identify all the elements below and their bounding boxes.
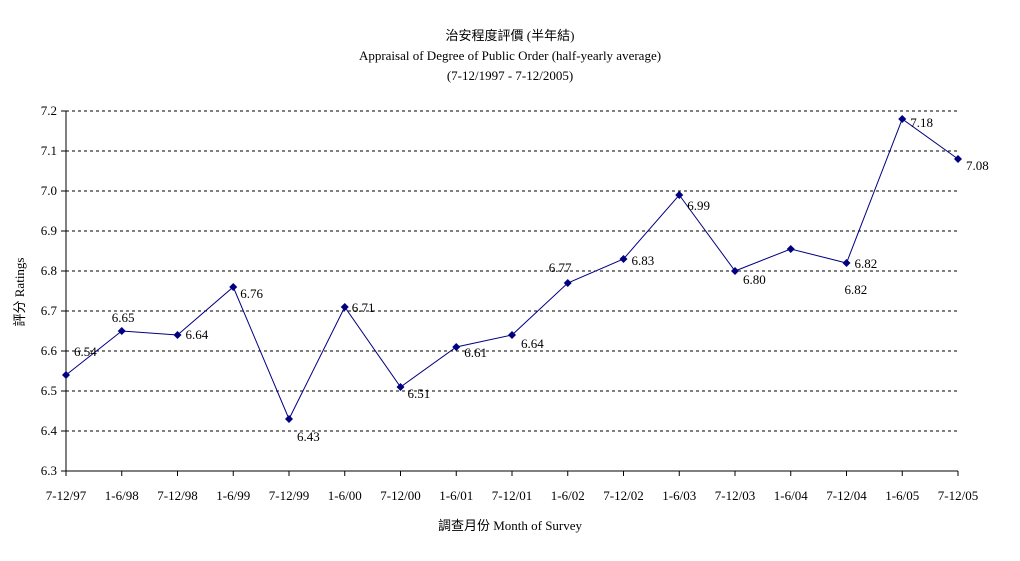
data-point-marker	[619, 255, 628, 263]
series-ratings	[62, 115, 962, 423]
data-point-marker	[62, 371, 70, 379]
data-point-marker	[229, 283, 238, 291]
y-tick-label: 6.4	[41, 423, 58, 438]
data-labels: 6.54 6.65 6.64 6.76 6.43 6.71 6.51 6.61 6.64 6.77…	[74, 115, 989, 444]
data-point-marker	[675, 191, 684, 199]
y-tick-label: 6.7	[41, 303, 58, 318]
data-label: 6.51	[408, 386, 431, 401]
data-label: 6.61	[464, 345, 487, 360]
data-label: 6.82	[855, 256, 878, 271]
data-label: 6.71	[352, 300, 375, 315]
data-point-marker	[285, 415, 293, 423]
y-tick-label: 6.9	[41, 223, 57, 238]
data-label: 6.99	[687, 198, 710, 213]
data-label: 6.64	[521, 336, 544, 351]
x-tick-label: 7-12/97	[46, 488, 87, 503]
y-tick-label: 7.0	[41, 183, 57, 198]
data-point-marker	[173, 331, 182, 339]
data-point-marker	[786, 245, 795, 253]
x-tick-label: 7-12/99	[269, 488, 309, 503]
data-label: 6.80	[743, 272, 766, 287]
data-point-marker	[452, 343, 461, 351]
data-point-marker	[842, 259, 851, 267]
data-point-marker	[954, 155, 962, 163]
x-tick-label: 7-12/03	[715, 488, 755, 503]
x-tick-labels: 7-12/97 1-6/98 7-12/98 1-6/99 7-12/99 1-6/00 7…	[46, 488, 978, 503]
y-tick-label: 6.3	[41, 463, 57, 478]
x-tick-label: 1-6/02	[551, 488, 585, 503]
y-tick-label: 7.2	[41, 103, 57, 118]
y-axis-label: 評分 Ratings	[12, 258, 27, 327]
x-axis-label: 調查月份 Month of Survey	[438, 518, 583, 533]
x-tick-label: 1-6/01	[439, 488, 473, 503]
x-tick-label: 7-12/04	[826, 488, 867, 503]
x-tick-label: 1-6/98	[105, 488, 139, 503]
data-label: 7.18	[910, 115, 933, 130]
x-tick-label: 1-6/04	[774, 488, 808, 503]
axes	[61, 110, 959, 476]
data-label: 6.77	[549, 260, 572, 275]
data-point-marker	[340, 303, 349, 311]
x-tick-label: 7-12/98	[157, 488, 197, 503]
x-tick-label: 7-12/02	[603, 488, 643, 503]
y-tick-label: 6.8	[41, 263, 57, 278]
data-point-marker	[563, 279, 572, 287]
x-tick-label: 7-12/00	[380, 488, 420, 503]
x-tick-label: 1-6/03	[662, 488, 696, 503]
data-label: 6.76	[240, 286, 263, 301]
chart-title-line-2: Appraisal of Degree of Public Order (hal…	[359, 48, 661, 63]
chart-title-line-1: 治安程度評價 (半年結)	[446, 28, 575, 43]
data-label: 6.64	[186, 327, 209, 342]
data-label: 6.83	[632, 253, 655, 268]
data-point-marker	[508, 331, 516, 339]
y-tick-label: 7.1	[41, 143, 57, 158]
x-tick-label: 1-6/05	[885, 488, 919, 503]
data-point-marker	[731, 267, 739, 275]
data-label: 6.65	[112, 310, 135, 325]
data-point-marker	[898, 115, 907, 123]
x-tick-label: 7-12/05	[938, 488, 978, 503]
series-line	[65, 118, 959, 421]
data-label: 7.08	[966, 158, 989, 173]
data-label-annotation: 6.82	[845, 282, 868, 297]
data-point-marker	[117, 327, 126, 335]
chart-title-line-3: (7-12/1997 - 7-12/2005)	[447, 68, 573, 83]
y-tick-label: 6.6	[41, 343, 58, 358]
x-tick-label: 1-6/00	[328, 488, 362, 503]
x-tick-label: 7-12/01	[492, 488, 532, 503]
x-tick-label: 1-6/99	[216, 488, 250, 503]
gridlines	[66, 110, 958, 432]
y-tick-label: 6.5	[41, 383, 57, 398]
data-label: 6.54	[74, 344, 97, 359]
data-label: 6.43	[297, 429, 320, 444]
y-tick-labels: 6.3 6.4 6.5 6.6 6.7 6.8 6.9 7.0 7.1 7.2	[41, 103, 58, 478]
data-point-marker	[396, 383, 405, 391]
